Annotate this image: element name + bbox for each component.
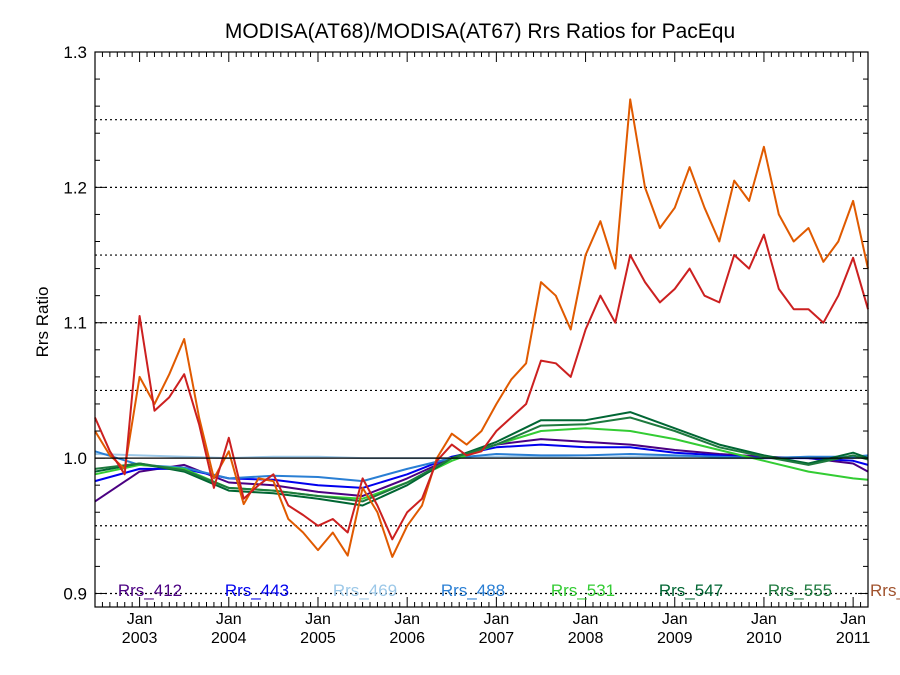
plot-frame: 0.9 1.0 1.1 1.2 1.3 Jan 2003 Jan 2004 Jan 2005 Jan 2… <box>63 43 870 647</box>
y-axis-label: Rrs Ratio <box>33 287 52 358</box>
plot-border <box>94 51 869 608</box>
x-tick-label-year: 2010 <box>746 630 782 647</box>
legend-label-rrs_412: Rrs_412 <box>118 581 182 600</box>
series-line-rrs_547 <box>94 411 869 507</box>
x-tick-label-year: 2004 <box>211 630 247 647</box>
x-tick-label-month: Jan <box>840 611 866 628</box>
legend-label-rrs_531: Rrs_531 <box>551 581 615 600</box>
legend-label-rrs: Rrs_ <box>870 581 900 600</box>
legend: Rrs_412 Rrs_443 Rrs_469 Rrs_488 Rrs_531 Rrs_5… <box>118 581 900 600</box>
x-tick-label-month: Jan <box>483 611 509 628</box>
legend-label-rrs_555: Rrs_555 <box>768 581 832 600</box>
x-tick-label-month: Jan <box>127 611 153 628</box>
legend-label-rrs_547: Rrs_547 <box>659 581 723 600</box>
x-tick-label-month: Jan <box>394 611 420 628</box>
x-tick-label-year: 2009 <box>657 630 693 647</box>
x-tick-label-year: 2007 <box>479 630 515 647</box>
chart-title: MODISA(AT68)/MODISA(AT67) Rrs Ratios for… <box>225 20 735 43</box>
legend-label-rrs_488: Rrs_488 <box>441 581 505 600</box>
x-tick-label-month: Jan <box>305 611 331 628</box>
x-tick-label-year: 2008 <box>568 630 604 647</box>
x-tick-label-month: Jan <box>662 611 688 628</box>
series-line-rrs_667 <box>94 233 869 541</box>
x-tick-label-year: 2006 <box>389 630 425 647</box>
series-line-rrs_555 <box>94 416 869 503</box>
y-tick-label: 1.3 <box>63 43 87 62</box>
y-tick-label: 1.0 <box>63 449 87 468</box>
x-tick-label-year: 2011 <box>836 630 871 647</box>
legend-label-rrs_443: Rrs_443 <box>225 581 289 600</box>
x-tick-label-month: Jan <box>216 611 242 628</box>
y-tick-label: 1.1 <box>63 314 87 333</box>
x-tick-label-month: Jan <box>751 611 777 628</box>
y-tick-label: 0.9 <box>63 584 87 603</box>
legend-label-rrs_469: Rrs_469 <box>333 581 397 600</box>
x-tick-label-year: 2003 <box>122 630 158 647</box>
gridlines <box>95 119 868 595</box>
series-lines <box>94 98 869 558</box>
x-tick-label-month: Jan <box>573 611 599 628</box>
y-tick-label: 1.2 <box>63 178 87 197</box>
series-line-rrs_645 <box>94 98 869 558</box>
x-tick-label-year: 2005 <box>300 630 336 647</box>
